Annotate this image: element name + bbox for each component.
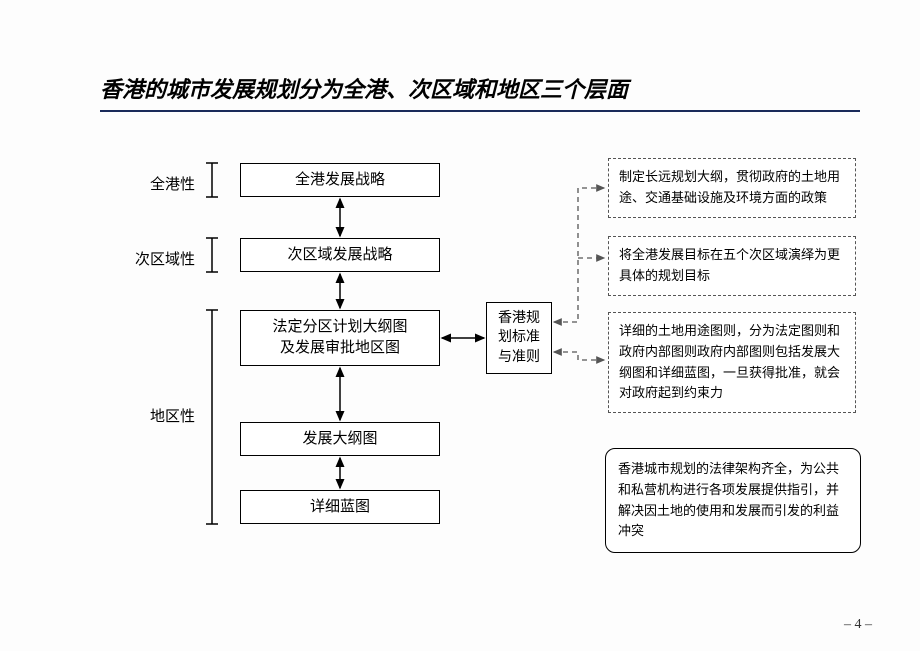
node-subregional-strategy: 次区域发展战略 [240, 238, 440, 272]
page-number: – 4 – [844, 617, 872, 633]
slide-title: 香港的城市发展规划分为全港、次区域和地区三个层面 [100, 72, 860, 112]
summary-box: 香港城市规划的法律架构齐全，为公共和私营机构进行各项发展提供指引，并解决因土地的… [605, 448, 861, 553]
node-layout-plan: 详细蓝图 [240, 490, 440, 524]
level-label-3: 地区性 [125, 405, 195, 426]
level-label-2: 次区域性 [125, 248, 195, 269]
note-subregional: 将全港发展目标在五个次区域演绎为更具体的规划目标 [608, 236, 856, 296]
node-outline-plan: 发展大纲图 [240, 422, 440, 456]
node-statutory-plan: 法定分区计划大纲图 及发展审批地区图 [240, 310, 440, 366]
level-label-1: 全港性 [125, 173, 195, 194]
node-territorial-strategy: 全港发展战略 [240, 163, 440, 197]
note-district: 详细的土地用途图则，分为法定图则和政府内部图则政府内部图则包括发展大纲图和详细蓝… [608, 312, 856, 413]
note-territorial: 制定长远规划大纲，贯彻政府的土地用途、交通基础设施及环境方面的政策 [608, 158, 856, 218]
node-standards: 香港规 划标准 与准则 [486, 302, 552, 374]
